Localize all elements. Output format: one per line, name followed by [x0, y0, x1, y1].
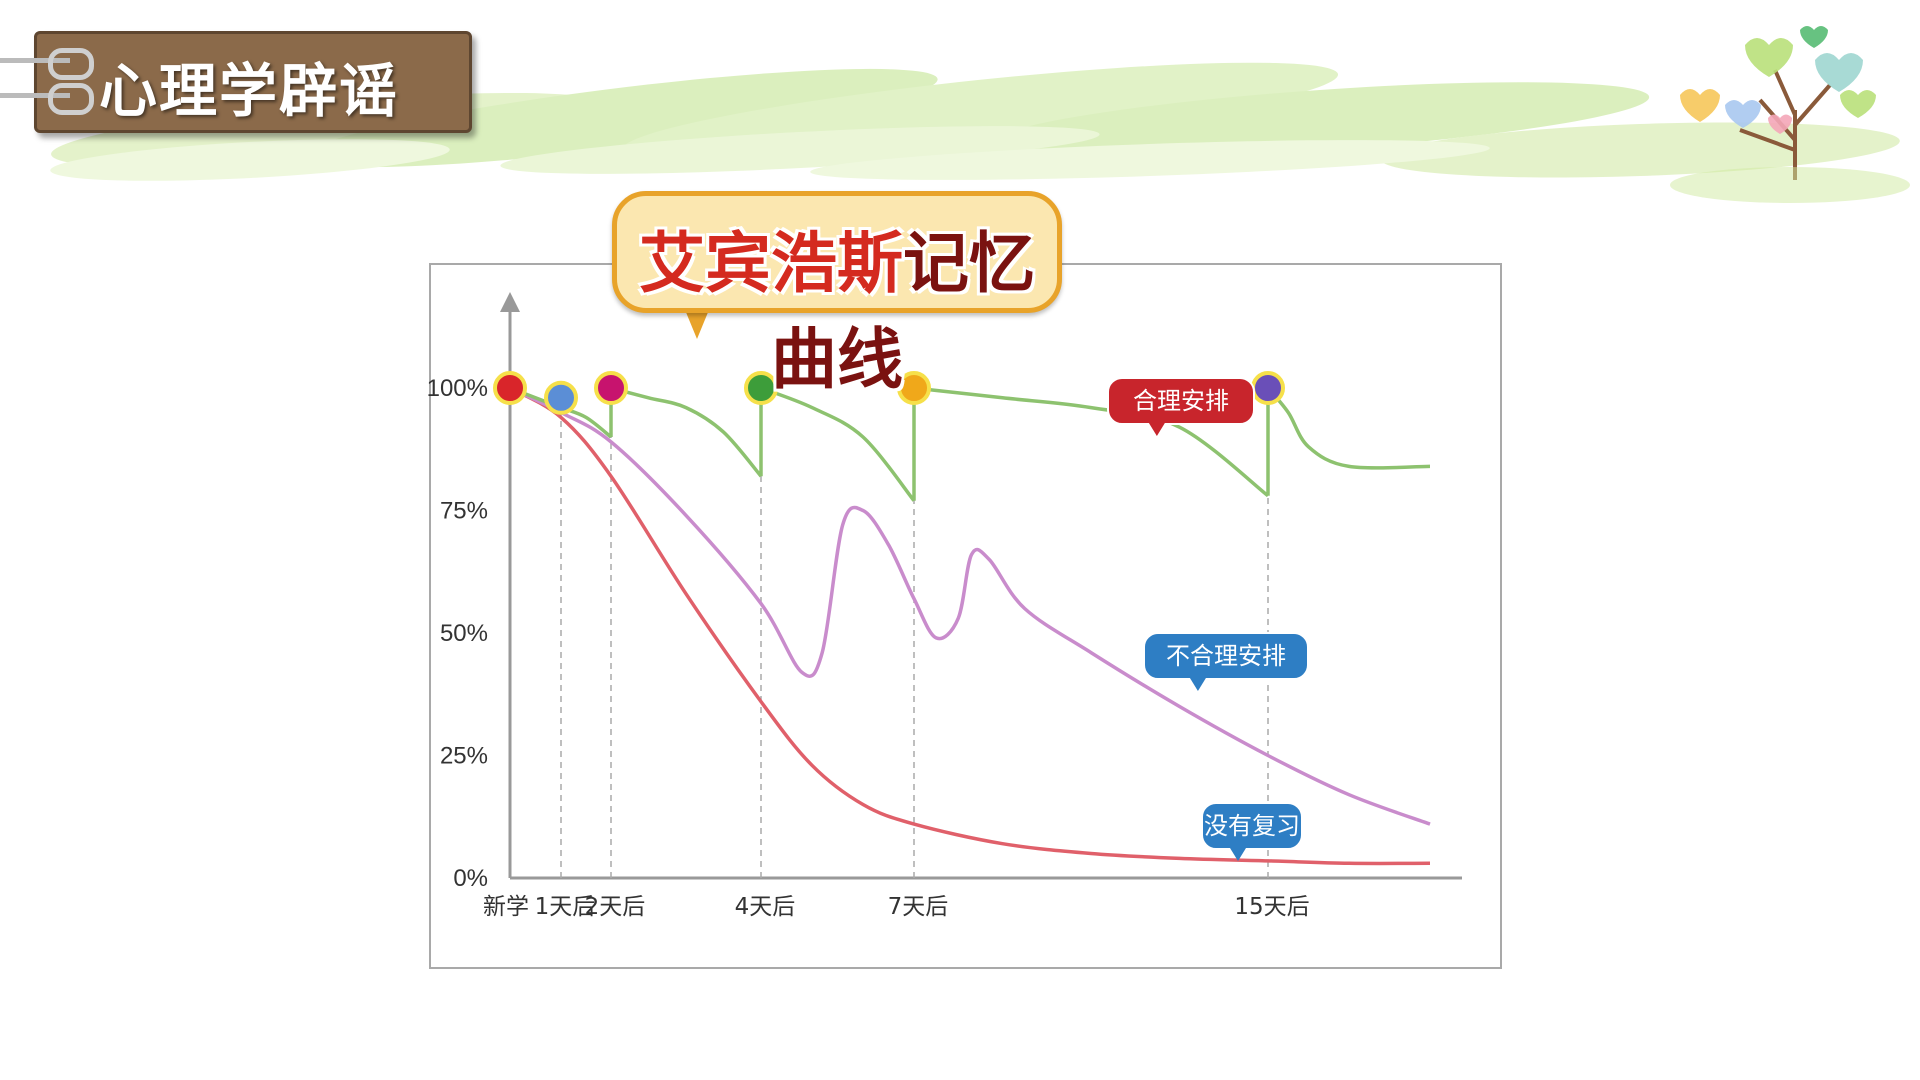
review-marker: [544, 380, 578, 415]
series-label-tail: [1148, 423, 1165, 436]
series-label: 不合理安排: [1166, 642, 1286, 670]
y-tick-label: 100%: [427, 375, 488, 402]
review-marker: [897, 371, 931, 405]
series-label-bubble: [1107, 377, 1255, 425]
x-tick-label: 新学: [483, 894, 529, 920]
series-label-tail: [1189, 678, 1206, 691]
x-tick-label: 1天后: [535, 894, 596, 920]
series-line: [509, 386, 1431, 866]
chart-title-part1: 艾宾浩斯: [639, 225, 903, 302]
series-line: [509, 386, 1431, 826]
series-label-tail: [1230, 848, 1246, 861]
y-tick-label: 50%: [440, 620, 488, 647]
binder-ring-bottom: [48, 83, 94, 115]
chart-title-part2: 记忆曲线: [771, 225, 1035, 398]
review-marker: [493, 371, 527, 405]
series-label-bubble: [1143, 632, 1309, 680]
chart-title: 艾宾浩斯记忆曲线: [617, 210, 1057, 402]
chart-title-bubble: 艾宾浩斯记忆曲线: [612, 191, 1062, 398]
section-tag-label: 心理学辟谣: [99, 57, 400, 125]
series-label: 合理安排: [1133, 387, 1229, 415]
binder-line-top: [0, 58, 70, 63]
section-tag: 心理学辟谣: [34, 31, 472, 133]
review-marker: [744, 371, 778, 405]
x-tick-label: 2天后: [585, 894, 646, 920]
heart-tree-icon: [1670, 26, 1910, 203]
binder-ring-top: [48, 48, 94, 80]
chart-frame: [429, 263, 1502, 969]
series-label: 没有复习: [1204, 812, 1300, 840]
y-axis-arrow: [500, 292, 520, 312]
y-tick-label: 0%: [453, 865, 488, 892]
green-brush-banner: [50, 62, 1900, 181]
review-marker: [1251, 371, 1285, 405]
series-line: [509, 386, 1431, 502]
x-tick-label: 4天后: [735, 894, 796, 920]
x-tick-label: 7天后: [888, 894, 949, 920]
x-tick-label: 15天后: [1234, 894, 1309, 920]
binder-line-bottom: [0, 93, 70, 98]
review-marker: [594, 371, 628, 405]
y-tick-label: 25%: [440, 743, 488, 770]
y-tick-label: 75%: [440, 498, 488, 525]
series-label-bubble: [1201, 802, 1303, 850]
